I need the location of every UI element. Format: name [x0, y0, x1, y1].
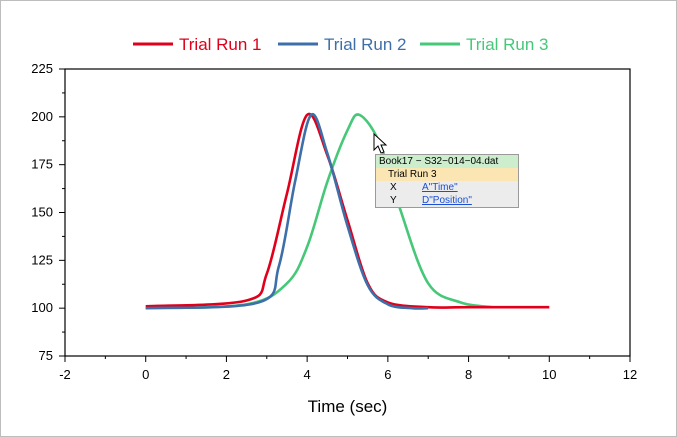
- legend-label-3: Trial Run 3: [466, 35, 549, 54]
- tooltip-y-link[interactable]: D"Position": [422, 195, 472, 206]
- y-tick-label: 75: [39, 348, 53, 363]
- x-tick-label: -2: [59, 367, 71, 382]
- y-tick-label: 225: [31, 61, 53, 76]
- x-tick-label: 12: [623, 367, 637, 382]
- legend-label-2: Trial Run 2: [324, 35, 407, 54]
- x-tick-label: 10: [542, 367, 556, 382]
- x-tick-label: 8: [465, 367, 472, 382]
- y-tick-label: 200: [31, 109, 53, 124]
- series-line-2: [145, 113, 429, 310]
- data-tooltip: Book17 − S32−014−04.dat Trial Run 3 X A"…: [375, 154, 519, 208]
- tooltip-y-key: Y: [390, 195, 397, 206]
- x-tick-label: 4: [304, 367, 311, 382]
- x-tick-label: 0: [142, 367, 149, 382]
- mouse-pointer-icon: [373, 133, 388, 154]
- plot-frame: [64, 68, 631, 357]
- series-line-1: [145, 112, 550, 309]
- y-tick-label: 150: [31, 205, 53, 220]
- y-tick-label: 100: [31, 300, 53, 315]
- tooltip-x-key: X: [390, 182, 397, 193]
- tooltip-x-row: X A"Time": [376, 181, 518, 194]
- tooltip-book-name: Book17 − S32−014−04.dat: [376, 155, 518, 168]
- tooltip-x-link[interactable]: A"Time": [422, 182, 458, 193]
- x-axis-title: Time (sec): [308, 397, 388, 416]
- x-tick-label: 2: [223, 367, 230, 382]
- series-line-3: [145, 113, 493, 310]
- y-tick-label: 125: [31, 252, 53, 267]
- y-tick-label: 175: [31, 157, 53, 172]
- legend-label-1: Trial Run 1: [179, 35, 262, 54]
- x-tick-label: 6: [384, 367, 391, 382]
- tooltip-series-name: Trial Run 3: [376, 168, 518, 181]
- tooltip-y-row: Y D"Position": [376, 194, 518, 207]
